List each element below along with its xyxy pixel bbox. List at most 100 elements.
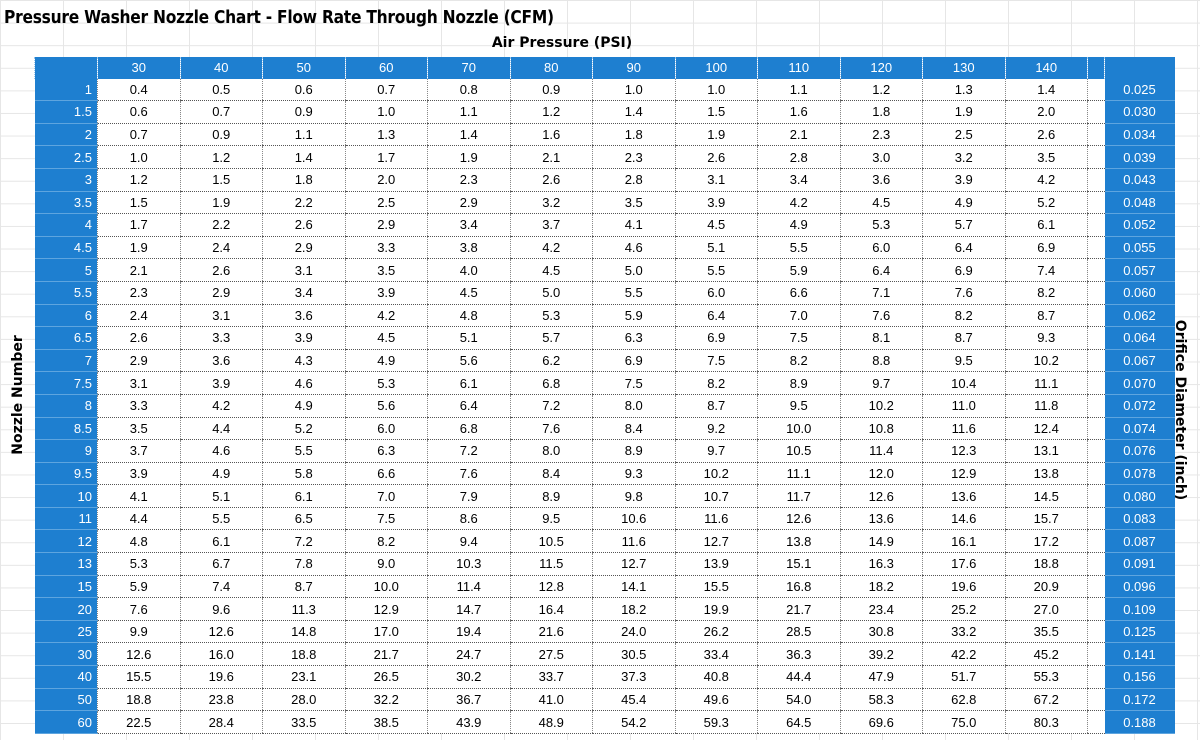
- flow-rate-cell: 23.4: [839, 597, 923, 621]
- flow-rate-cell: 1.6: [757, 100, 840, 124]
- flow-rate-cell: 8.2: [922, 304, 1005, 328]
- flow-rate-cell: 2.9: [262, 236, 345, 260]
- nozzle-number-cell: 5.5: [34, 281, 98, 305]
- pressure-header-cell: 140: [1004, 57, 1088, 79]
- flow-rate-cell: 1.8: [262, 168, 345, 192]
- table-row: 1 0.4 0.5 0.6 0.7 0.8 0.9 1.0 1.0 1.1 1.2 1.3 1.4 0.0…: [34, 78, 1175, 102]
- flow-rate-cell: 6.4: [839, 258, 923, 282]
- header-gap: [1087, 57, 1105, 79]
- orifice-diameter-cell: 0.172: [1104, 688, 1175, 712]
- flow-rate-cell: 47.9: [839, 665, 923, 689]
- flow-rate-cell: 1.2: [97, 168, 180, 192]
- flow-rate-cell: 23.8: [179, 688, 263, 712]
- flow-rate-cell: 19.9: [674, 597, 758, 621]
- orifice-diameter-cell: 0.064: [1104, 326, 1175, 350]
- flow-rate-cell: 6.4: [427, 394, 510, 418]
- flow-rate-cell: 1.9: [97, 236, 180, 260]
- flow-rate-cell: 11.3: [262, 597, 345, 621]
- gap-cell: [1087, 529, 1105, 554]
- flow-rate-cell: 5.6: [344, 394, 428, 418]
- flow-rate-cell: 10.2: [839, 394, 923, 418]
- flow-rate-cell: 11.4: [839, 439, 923, 463]
- gap-cell: [1087, 597, 1105, 621]
- orifice-diameter-cell: 0.062: [1104, 304, 1175, 328]
- flow-rate-cell: 1.8: [592, 123, 675, 147]
- flow-rate-cell: 33.2: [922, 620, 1005, 644]
- gap-cell: [1087, 620, 1105, 644]
- flow-rate-cell: 11.8: [1004, 394, 1088, 418]
- flow-rate-cell: 69.6: [839, 710, 923, 734]
- flow-rate-cell: 6.8: [427, 417, 510, 441]
- gap-cell: [1087, 168, 1105, 192]
- flow-rate-cell: 8.4: [509, 462, 593, 486]
- orifice-diameter-cell: 0.188: [1104, 710, 1175, 734]
- flow-rate-cell: 10.2: [1004, 349, 1088, 373]
- table-row: 12 4.8 6.1 7.2 8.2 9.4 10.5 11.6 12.7 13.8 14.9 16.…: [34, 529, 1175, 554]
- flow-rate-cell: 3.3: [97, 394, 180, 418]
- flow-rate-cell: 2.6: [1004, 123, 1088, 147]
- flow-rate-cell: 2.3: [97, 281, 180, 305]
- flow-rate-cell: 7.6: [509, 417, 593, 441]
- flow-rate-cell: 33.4: [674, 642, 758, 667]
- flow-rate-cell: 12.6: [839, 484, 923, 508]
- flow-rate-cell: 1.5: [674, 100, 758, 124]
- gap-cell: [1087, 575, 1105, 599]
- flow-rate-cell: 6.1: [179, 529, 263, 554]
- flow-rate-cell: 5.5: [262, 439, 345, 463]
- flow-rate-cell: 18.8: [262, 642, 345, 667]
- flow-rate-cell: 7.1: [839, 281, 923, 305]
- flow-rate-cell: 1.7: [344, 145, 428, 169]
- orifice-diameter-cell: 0.096: [1104, 575, 1175, 599]
- flow-rate-cell: 6.2: [509, 349, 593, 373]
- flow-rate-cell: 8.9: [509, 484, 593, 508]
- orifice-diameter-cell: 0.070: [1104, 371, 1175, 395]
- table-row: 40 15.5 19.6 23.1 26.5 30.2 33.7 37.3 40.8 44.4 47…: [34, 665, 1175, 689]
- flow-rate-cell: 5.7: [922, 213, 1005, 237]
- flow-rate-cell: 2.9: [97, 349, 180, 373]
- pressure-header-cell: 90: [592, 57, 675, 79]
- flow-rate-cell: 0.7: [179, 100, 263, 124]
- flow-rate-cell: 5.7: [509, 326, 593, 350]
- flow-rate-cell: 7.2: [262, 529, 345, 554]
- nozzle-number-cell: 1.5: [34, 100, 98, 124]
- flow-rate-cell: 1.1: [262, 123, 345, 147]
- flow-rate-cell: 9.7: [674, 439, 758, 463]
- flow-rate-cell: 8.2: [757, 349, 840, 373]
- flow-rate-cell: 7.2: [509, 394, 593, 418]
- table-row: 50 18.8 23.8 28.0 32.2 36.7 41.0 45.4 49.6 54.0 58…: [34, 688, 1175, 712]
- flow-rate-cell: 3.7: [97, 439, 180, 463]
- flow-rate-cell: 5.3: [344, 371, 428, 395]
- flow-rate-cell: 3.9: [97, 462, 180, 486]
- flow-rate-cell: 1.1: [757, 78, 840, 102]
- flow-rate-cell: 15.7: [1004, 507, 1088, 531]
- flow-rate-cell: 1.0: [97, 145, 180, 169]
- flow-rate-cell: 27.0: [1004, 597, 1088, 621]
- flow-rate-cell: 16.0: [179, 642, 263, 667]
- flow-rate-cell: 18.8: [97, 688, 180, 712]
- flow-rate-cell: 2.9: [344, 213, 428, 237]
- flow-rate-cell: 11.5: [509, 552, 593, 576]
- flow-rate-cell: 6.6: [344, 462, 428, 486]
- flow-rate-cell: 37.3: [592, 665, 675, 689]
- flow-rate-cell: 2.0: [1004, 100, 1088, 124]
- pressure-header-row: 30 40 50 60 70 80 90 100 110 120 130 140: [34, 57, 1175, 79]
- nozzle-number-cell: 40: [34, 665, 98, 689]
- gap-cell: [1087, 100, 1105, 124]
- flow-rate-cell: 7.5: [757, 326, 840, 350]
- flow-rate-cell: 3.1: [262, 258, 345, 282]
- column-axis-label: Air Pressure (PSI): [491, 35, 633, 51]
- flow-rate-cell: 7.8: [262, 552, 345, 576]
- flow-rate-cell: 1.5: [97, 191, 180, 215]
- flow-rate-cell: 5.1: [179, 484, 263, 508]
- flow-rate-cell: 16.4: [509, 597, 593, 621]
- nozzle-number-cell: 15: [34, 575, 98, 599]
- flow-rate-cell: 15.1: [757, 552, 840, 576]
- flow-rate-cell: 4.5: [839, 191, 923, 215]
- orifice-diameter-cell: 0.039: [1104, 145, 1175, 169]
- flow-rate-cell: 10.3: [427, 552, 510, 576]
- flow-rate-cell: 7.6: [97, 597, 180, 621]
- flow-rate-cell: 28.0: [262, 688, 345, 712]
- flow-rate-cell: 11.7: [757, 484, 840, 508]
- flow-rate-cell: 21.6: [509, 620, 593, 644]
- flow-rate-cell: 51.7: [922, 665, 1005, 689]
